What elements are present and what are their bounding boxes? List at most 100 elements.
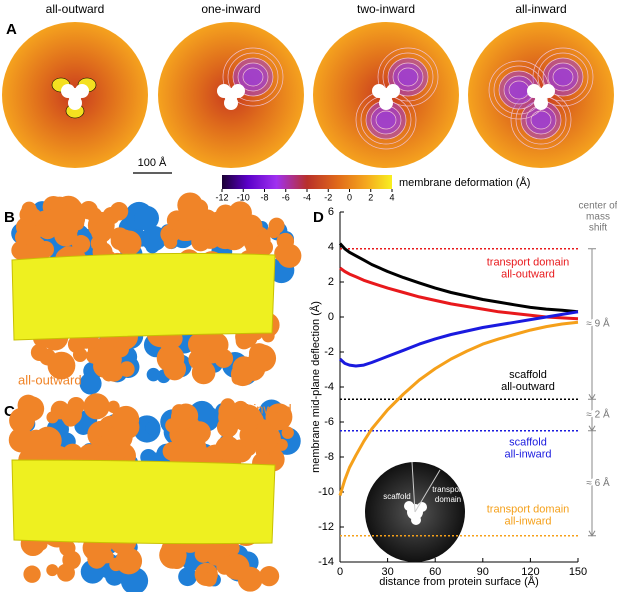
disk-title: all-inward — [515, 2, 566, 16]
colorbar-tick-label: -10 — [237, 192, 250, 202]
data-line — [338, 242, 579, 314]
protein-surface — [83, 393, 110, 420]
disk-title: all-outward — [46, 2, 105, 16]
protein-surface — [277, 243, 302, 268]
x-tick-label: 0 — [337, 566, 343, 578]
inset-protein — [404, 501, 414, 511]
y-tick-label: -4 — [324, 381, 334, 393]
protein-surface — [60, 403, 82, 426]
membrane — [11, 252, 276, 341]
protein-footprint — [534, 88, 548, 102]
protein-surface — [134, 205, 159, 231]
reference-label: transport domain — [487, 257, 570, 269]
colorbar — [222, 175, 392, 189]
protein-surface — [173, 403, 199, 429]
protein-surface — [276, 233, 292, 248]
contour — [552, 67, 574, 87]
y-tick-label: 2 — [328, 276, 334, 288]
protein-surface — [162, 442, 182, 461]
protein-surface — [203, 332, 229, 358]
protein-surface — [275, 438, 288, 451]
state-label: all-outward — [18, 372, 82, 387]
protein-surface — [145, 421, 159, 435]
inset-label: domain — [435, 495, 461, 504]
protein-surface — [202, 572, 217, 587]
y-tick-label: 6 — [328, 206, 334, 218]
protein-surface — [93, 441, 110, 458]
protein-surface — [176, 217, 191, 232]
reference-label: transport domain — [487, 504, 570, 516]
reference-label: all-outward — [501, 269, 555, 281]
y-tick-label: 0 — [328, 311, 334, 323]
x-tick-label: 150 — [569, 566, 587, 578]
protein-surface — [191, 232, 211, 252]
reference-label: all-inward — [504, 516, 551, 528]
y-tick-label: -2 — [324, 346, 334, 358]
state-label: all-inward — [236, 401, 292, 416]
x-axis-label: distance from protein surface (Å) — [379, 575, 539, 588]
x-tick-label: 120 — [521, 566, 539, 578]
data-line — [338, 310, 579, 368]
reference-label: scaffold — [509, 437, 547, 449]
protein-surface — [91, 221, 112, 243]
inset-label: transport — [432, 485, 464, 494]
contour — [537, 52, 589, 102]
inset-divider — [414, 469, 441, 513]
protein-surface — [191, 360, 216, 385]
protein-surface — [47, 351, 76, 380]
protein-surface — [72, 347, 88, 362]
protein-surface — [109, 557, 123, 572]
arrow-head — [588, 530, 596, 537]
shift-label: ≈ 2 Å — [586, 408, 610, 421]
x-tick-label: 30 — [381, 566, 393, 578]
reference-label: scaffold — [509, 369, 547, 381]
protein-surface — [188, 421, 211, 444]
protein-surface — [213, 207, 239, 233]
protein-surface — [218, 542, 233, 557]
protein-surface — [199, 542, 218, 561]
protein-surface — [105, 566, 124, 586]
protein-surface — [46, 564, 59, 577]
protein-surface — [30, 343, 49, 362]
y-tick-label: -10 — [318, 486, 334, 498]
y-tick-label: -6 — [324, 416, 334, 428]
protein-surface — [268, 217, 285, 234]
disk-title: two-inward — [357, 2, 415, 16]
disk-title: one-inward — [201, 2, 260, 16]
contour — [227, 52, 279, 102]
protein-surface — [71, 235, 91, 254]
protein-surface — [281, 426, 294, 439]
protein-surface — [223, 553, 250, 580]
colorbar-tick-label: -6 — [282, 192, 290, 202]
contour — [530, 110, 552, 130]
contour — [377, 47, 439, 107]
protein-surface — [120, 560, 133, 574]
protein-surface — [113, 446, 127, 460]
colorbar-tick-label: 4 — [389, 192, 394, 202]
protein-surface — [23, 565, 41, 583]
protein-surface — [86, 207, 103, 223]
protein-surface — [160, 338, 175, 353]
protein-surface — [259, 566, 280, 587]
data-line — [339, 266, 579, 321]
protein-surface — [8, 427, 34, 453]
y-tick-label: -14 — [318, 556, 334, 568]
structures: all-outward all-inward — [8, 192, 302, 592]
arrow-head — [588, 393, 596, 401]
contour — [375, 110, 397, 130]
colorbar-tick-label: 0 — [347, 192, 352, 202]
protein-footprint — [379, 88, 393, 102]
panel-letter: A — [6, 21, 17, 38]
reference-label: all-outward — [501, 381, 555, 393]
inset-divider — [411, 461, 416, 513]
protein-surface — [62, 550, 81, 570]
protein-surface — [238, 214, 263, 239]
contour — [222, 47, 284, 107]
colorbar-tick-label: -8 — [260, 192, 268, 202]
shift-label: ≈ 6 Å — [586, 476, 610, 489]
protein-surface — [110, 231, 130, 251]
protein-surface — [38, 222, 51, 235]
y-tick-label: -8 — [324, 451, 334, 463]
